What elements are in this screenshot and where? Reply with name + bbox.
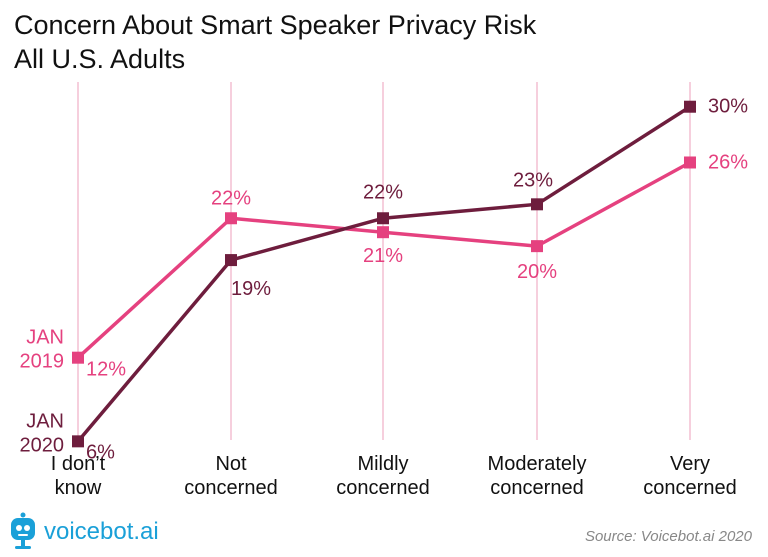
voicebot-logo: voicebot.ai [8,512,159,552]
data-label-1-2: 22% [363,181,403,203]
data-label-1-4: 30% [708,96,748,118]
point-0-1 [225,212,237,225]
data-label-1-0: 6% [86,441,115,463]
data-label-0-0: 12% [86,359,126,381]
point-0-2 [377,226,389,239]
x-tick-label-4-1: concerned [643,477,736,499]
source-note: Source: Voicebot.ai 2020 [584,528,752,545]
x-tick-label-4-0: Very [670,453,710,475]
point-0-0 [72,351,84,364]
x-tick-label-1-0: Not [215,453,247,475]
legend-label-1-1: 2020 [20,434,65,456]
point-1-1 [225,254,237,267]
legend-label-0-1: 2019 [20,351,65,373]
data-label-0-1: 22% [211,187,251,209]
x-tick-label-3-1: concerned [490,477,583,499]
data-label-0-2: 21% [363,245,403,267]
x-tick-label-0-1: know [55,477,102,499]
point-1-2 [377,212,389,225]
x-tick-label-2-0: Mildly [357,453,408,475]
data-label-1-1: 19% [231,278,271,300]
x-tick-label-1-1: concerned [184,477,277,499]
voicebot-robot-icon [11,512,35,549]
data-label-0-4: 26% [708,151,748,173]
chart-subtitle: All U.S. Adults [14,44,186,74]
chart-title: Concern About Smart Speaker Privacy Risk [14,10,537,40]
data-label-0-3: 20% [517,261,557,283]
x-tick-label-0-0: I don’t [51,453,106,475]
point-1-0 [72,435,84,448]
x-tick-label-3-0: Moderately [488,453,587,475]
point-0-3 [531,240,543,253]
data-label-1-3: 23% [513,169,553,191]
legend-label-0-0: JAN [26,327,64,349]
point-0-4 [684,156,696,169]
point-1-4 [684,100,696,113]
chart-title-block: Concern About Smart Speaker Privacy Risk… [14,8,536,76]
logo-text: voicebot.ai [44,518,159,545]
point-1-3 [531,198,543,211]
x-tick-label-2-1: concerned [336,477,429,499]
legend-label-1-0: JAN [26,410,64,432]
